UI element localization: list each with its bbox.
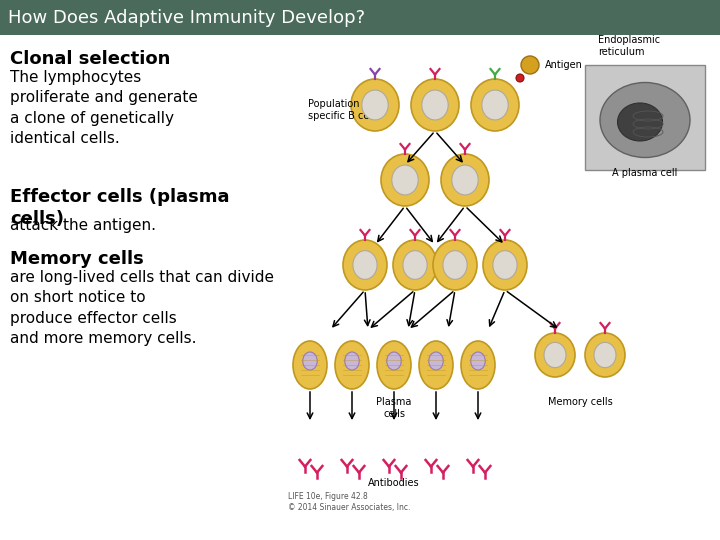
Ellipse shape [392, 165, 418, 195]
Text: Clonal selection: Clonal selection [10, 50, 171, 68]
Ellipse shape [452, 165, 478, 195]
Ellipse shape [600, 83, 690, 158]
Text: Endoplasmic
reticulum: Endoplasmic reticulum [598, 35, 660, 57]
Ellipse shape [377, 341, 411, 389]
Text: LIFE 10e, Figure 42.8
© 2014 Sinauer Associates, Inc.: LIFE 10e, Figure 42.8 © 2014 Sinauer Ass… [288, 492, 410, 512]
Ellipse shape [594, 342, 616, 368]
Ellipse shape [403, 251, 427, 279]
Ellipse shape [381, 154, 429, 206]
Text: are long-lived cells that can divide
on short notice to
produce effector cells
a: are long-lived cells that can divide on … [10, 270, 274, 346]
FancyBboxPatch shape [0, 0, 720, 35]
Ellipse shape [433, 240, 477, 290]
Ellipse shape [483, 240, 527, 290]
Ellipse shape [618, 103, 662, 141]
Ellipse shape [471, 352, 485, 370]
Text: Antigen: Antigen [545, 60, 583, 70]
Text: How Does Adaptive Immunity Develop?: How Does Adaptive Immunity Develop? [8, 9, 365, 27]
Ellipse shape [544, 342, 566, 368]
Ellipse shape [353, 251, 377, 279]
Text: Population of
specific B cells: Population of specific B cells [308, 99, 380, 121]
Text: attack the antigen.: attack the antigen. [10, 218, 156, 233]
Ellipse shape [293, 341, 327, 389]
Ellipse shape [443, 251, 467, 279]
Ellipse shape [393, 240, 437, 290]
Ellipse shape [471, 79, 519, 131]
Ellipse shape [585, 333, 625, 377]
Ellipse shape [345, 352, 359, 370]
Ellipse shape [411, 79, 459, 131]
Ellipse shape [516, 74, 524, 82]
Ellipse shape [303, 352, 318, 370]
Ellipse shape [521, 56, 539, 74]
Ellipse shape [351, 79, 399, 131]
Text: The lymphocytes
proliferate and generate
a clone of genetically
identical cells.: The lymphocytes proliferate and generate… [10, 70, 198, 146]
Text: Memory cells: Memory cells [10, 250, 144, 268]
Ellipse shape [429, 352, 444, 370]
Text: Effector cells (plasma
cells): Effector cells (plasma cells) [10, 188, 230, 228]
Ellipse shape [362, 90, 388, 120]
Ellipse shape [343, 240, 387, 290]
Ellipse shape [422, 90, 448, 120]
Ellipse shape [441, 154, 489, 206]
Text: Plasma
cells: Plasma cells [377, 397, 412, 420]
FancyBboxPatch shape [585, 65, 705, 170]
Text: A plasma cell: A plasma cell [612, 168, 678, 178]
Ellipse shape [493, 251, 517, 279]
Ellipse shape [535, 333, 575, 377]
Ellipse shape [419, 341, 453, 389]
Ellipse shape [482, 90, 508, 120]
Text: Antibodies: Antibodies [368, 478, 420, 488]
Text: Memory cells: Memory cells [548, 397, 613, 407]
Ellipse shape [461, 341, 495, 389]
Ellipse shape [335, 341, 369, 389]
Ellipse shape [387, 352, 401, 370]
